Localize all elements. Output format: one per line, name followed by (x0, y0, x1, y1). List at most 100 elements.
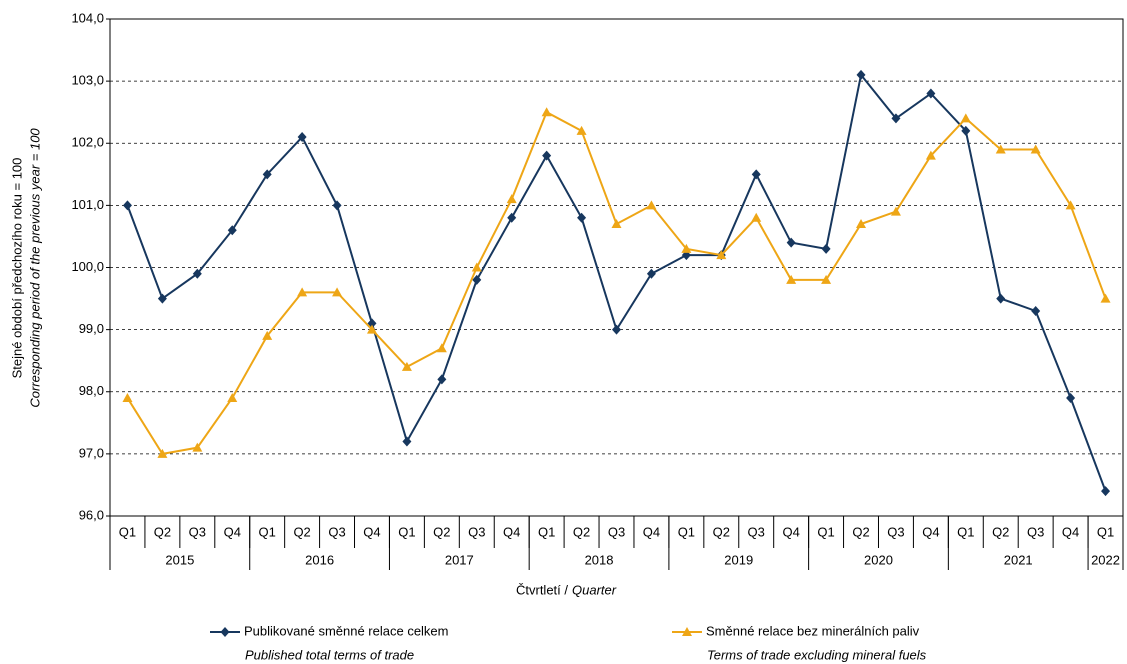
data-point (297, 132, 307, 143)
data-point (821, 243, 831, 254)
data-point (1031, 305, 1041, 316)
x-tick-label: Q4 (782, 524, 799, 539)
data-point (332, 287, 343, 297)
data-point (1101, 486, 1111, 497)
data-point (262, 330, 273, 340)
y-tick-label: 97,0 (79, 445, 104, 460)
data-point (506, 194, 517, 204)
y-tick-label: 96,0 (79, 507, 104, 522)
data-point (786, 274, 797, 284)
y-axis-title-en: Corresponding period of the previous yea… (27, 128, 42, 408)
data-point (576, 125, 587, 135)
data-point (751, 169, 761, 180)
x-tick-label: Q3 (748, 524, 765, 539)
y-tick-label: 98,0 (79, 383, 104, 398)
data-point (122, 392, 133, 402)
data-point (961, 125, 971, 136)
y-tick-label: 104,0 (71, 10, 104, 25)
data-point (436, 343, 447, 353)
x-tick-label: Q4 (643, 524, 660, 539)
x-tick-label: Q1 (538, 524, 555, 539)
x-tick-label: Q4 (363, 524, 380, 539)
y-axis-title: Stejné období předchozího roku = 100 (9, 158, 24, 379)
x-tick-label: Q3 (887, 524, 904, 539)
data-point (227, 392, 238, 402)
x-tick-label: Q2 (852, 524, 869, 539)
x-tick-label: Q2 (293, 524, 310, 539)
data-point (716, 250, 727, 260)
x-group-label: 2021 (1004, 552, 1033, 567)
data-point (157, 293, 167, 304)
x-tick-label: Q1 (398, 524, 415, 539)
data-point (646, 200, 657, 210)
data-point (192, 442, 203, 452)
x-axis-title-en: Quarter (572, 582, 617, 597)
x-tick-label: Q3 (189, 524, 206, 539)
x-tick-label: Q2 (573, 524, 590, 539)
x-tick-label: Q4 (1062, 524, 1079, 539)
data-point (890, 206, 901, 216)
data-point (402, 436, 412, 447)
data-point (646, 268, 656, 279)
x-group-label: 2020 (864, 552, 893, 567)
series-line (126, 72, 1107, 492)
data-point (1030, 144, 1041, 154)
data-point (681, 243, 692, 253)
data-point (611, 219, 622, 229)
data-point (401, 361, 412, 371)
legend-marker (682, 627, 692, 636)
data-point (297, 287, 308, 297)
x-group-label: 2022 (1091, 552, 1120, 567)
data-point (926, 88, 936, 99)
data-point (996, 293, 1006, 304)
data-point (541, 107, 552, 117)
data-point (507, 212, 517, 223)
data-point (1065, 200, 1076, 210)
x-tick-label: Q3 (468, 524, 485, 539)
y-tick-label: 101,0 (71, 197, 104, 212)
x-tick-label: Q4 (224, 524, 241, 539)
x-tick-label: Q1 (119, 524, 136, 539)
data-point (122, 200, 132, 211)
data-point (612, 324, 621, 335)
data-point (786, 237, 796, 248)
plot-frame (109, 18, 1124, 517)
x-group-label: 2016 (305, 552, 334, 567)
data-point (471, 262, 482, 272)
data-point (856, 69, 866, 80)
series-line (126, 110, 1107, 455)
x-tick-label: Q3 (1027, 524, 1044, 539)
legend-label: Publikované směnné relace celkem (244, 623, 449, 638)
x-tick-label: Q4 (922, 524, 939, 539)
x-group-label: 2019 (724, 552, 753, 567)
x-group-label: 2018 (585, 552, 614, 567)
x-tick-label: Q1 (678, 524, 695, 539)
data-point (542, 150, 552, 161)
legend-label-en: Published total terms of trade (245, 647, 414, 662)
data-point (332, 200, 342, 211)
data-point (891, 113, 901, 124)
data-point (1100, 293, 1111, 303)
y-tick-label: 99,0 (79, 321, 104, 336)
data-point (751, 212, 762, 222)
data-point (472, 274, 482, 285)
data-point (227, 225, 237, 236)
x-tick-label: Q2 (713, 524, 730, 539)
data-point (366, 324, 377, 334)
legend-marker (220, 627, 230, 637)
data-point (577, 212, 587, 223)
x-tick-label: Q2 (992, 524, 1009, 539)
data-point (157, 448, 168, 458)
x-tick-label: Q1 (259, 524, 276, 539)
x-tick-label: Q3 (328, 524, 345, 539)
data-point (925, 150, 936, 160)
y-tick-label: 100,0 (71, 259, 104, 274)
x-axis-title: Čtvrtletí / (516, 582, 568, 597)
x-tick-label: Q1 (957, 524, 974, 539)
x-group-label: 2017 (445, 552, 474, 567)
data-point (262, 169, 272, 180)
data-point (821, 274, 832, 284)
legend-label-en: Terms of trade excluding mineral fuels (707, 647, 927, 662)
data-point (995, 144, 1006, 154)
